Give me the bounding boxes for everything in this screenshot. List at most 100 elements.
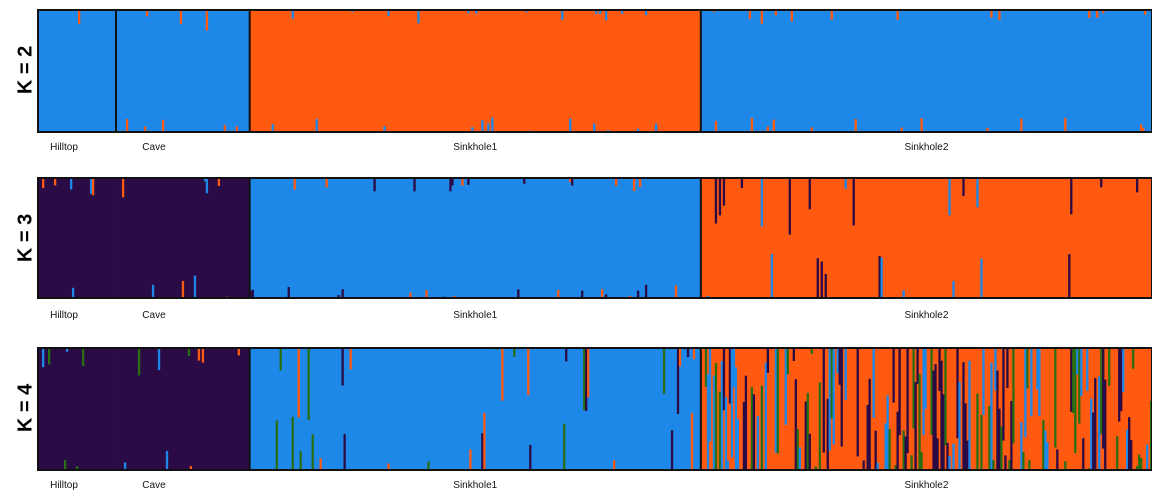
individual-bar	[1140, 457, 1143, 470]
individual-bar	[830, 348, 833, 419]
individual-bar	[1046, 442, 1049, 470]
individual-bar	[1026, 348, 1029, 389]
individual-bar	[772, 119, 775, 132]
individual-bar	[808, 433, 811, 470]
individual-bar	[605, 10, 608, 21]
individual-bar	[311, 434, 314, 470]
individual-bar	[161, 119, 165, 132]
individual-bar	[467, 10, 470, 14]
individual-bar	[736, 419, 740, 470]
individual-bar	[996, 370, 999, 470]
individual-bar	[614, 178, 618, 186]
individual-bar	[81, 348, 85, 367]
individual-bar	[595, 10, 598, 15]
individual-bar	[47, 348, 51, 365]
individual-bar	[766, 348, 770, 373]
individual-bar	[988, 405, 991, 470]
individual-bar	[203, 178, 207, 182]
panel-frame	[37, 347, 1152, 471]
individual-bar	[732, 348, 736, 388]
individual-bar	[1054, 348, 1057, 448]
individual-bar	[918, 374, 921, 470]
individual-bar	[884, 423, 887, 470]
individual-bar	[481, 433, 484, 470]
individual-bar	[1000, 426, 1003, 470]
individual-bar	[788, 178, 791, 235]
individual-bar	[1128, 417, 1131, 470]
individual-bar	[487, 123, 490, 132]
individual-bar	[958, 382, 961, 470]
individual-bar	[425, 290, 428, 298]
individual-bar	[569, 118, 572, 132]
individual-bar	[1070, 178, 1073, 215]
individual-bar	[844, 348, 847, 400]
individual-bar	[1080, 348, 1083, 396]
individual-bar	[718, 391, 722, 470]
individual-bar	[125, 119, 129, 132]
individual-bar	[1038, 348, 1041, 416]
individual-bar	[776, 348, 779, 454]
pop-label-cave: Cave	[142, 480, 166, 491]
individual-bar	[197, 348, 201, 361]
individual-bar	[417, 10, 420, 24]
bar-cave-blue	[115, 10, 250, 132]
individual-bar	[722, 348, 726, 411]
bar-sinkhole1-blue	[249, 348, 701, 470]
individual-bar	[205, 10, 209, 31]
individual-bar	[1042, 419, 1045, 470]
individual-bar	[816, 258, 819, 298]
individual-bar	[766, 126, 770, 132]
individual-bar	[836, 348, 839, 374]
individual-bar	[563, 423, 566, 470]
individual-bar	[916, 348, 919, 384]
individual-bar	[814, 466, 817, 470]
individual-bar	[720, 361, 724, 470]
bar-hilltop-purple	[38, 348, 116, 470]
individual-bar	[628, 295, 632, 298]
individual-bar	[1030, 348, 1033, 417]
panel-k4-bars	[37, 347, 1152, 471]
individual-bar	[876, 462, 879, 470]
individual-bar	[299, 451, 302, 470]
individual-bar	[784, 348, 787, 425]
individual-bar	[1088, 10, 1091, 18]
individual-bar	[966, 440, 969, 470]
panel-frame	[37, 177, 1152, 299]
pop-label-cave: Cave	[142, 310, 166, 321]
individual-bar	[804, 401, 807, 470]
individual-bar	[71, 287, 75, 298]
individual-bar	[1056, 449, 1059, 470]
individual-bar	[902, 430, 905, 470]
panel-k3-bars	[37, 177, 1152, 299]
individual-bar	[750, 387, 754, 470]
pop-label-sinkhole1: Sinkhole1	[453, 480, 497, 491]
individual-bar	[387, 463, 390, 470]
individual-bar	[287, 287, 290, 298]
individual-bar	[593, 123, 596, 132]
individual-bar	[501, 348, 504, 401]
individual-bar	[1140, 124, 1143, 132]
individual-bar	[483, 412, 486, 470]
individual-bar	[1074, 348, 1077, 454]
individual-bar	[724, 396, 728, 470]
individual-bar	[1098, 376, 1101, 470]
individual-bar	[868, 378, 871, 470]
individual-bar	[810, 127, 813, 132]
individual-bar	[986, 128, 989, 132]
individual-bar	[275, 420, 278, 470]
individual-bar	[1090, 398, 1093, 470]
individual-bar	[1120, 348, 1123, 412]
individual-bar	[1100, 178, 1103, 188]
individual-bar	[962, 362, 965, 470]
individual-bar	[854, 118, 857, 132]
individual-bar	[529, 444, 532, 470]
pop-label-sinkhole2: Sinkhole2	[904, 310, 948, 321]
individual-bar	[644, 284, 648, 298]
individual-bar	[123, 462, 127, 470]
individual-bar	[1126, 429, 1129, 470]
individual-bar	[774, 10, 777, 16]
individual-bar	[77, 10, 81, 24]
individual-bar	[409, 292, 412, 298]
individual-bar	[1086, 348, 1089, 391]
individual-bar	[1012, 348, 1015, 444]
